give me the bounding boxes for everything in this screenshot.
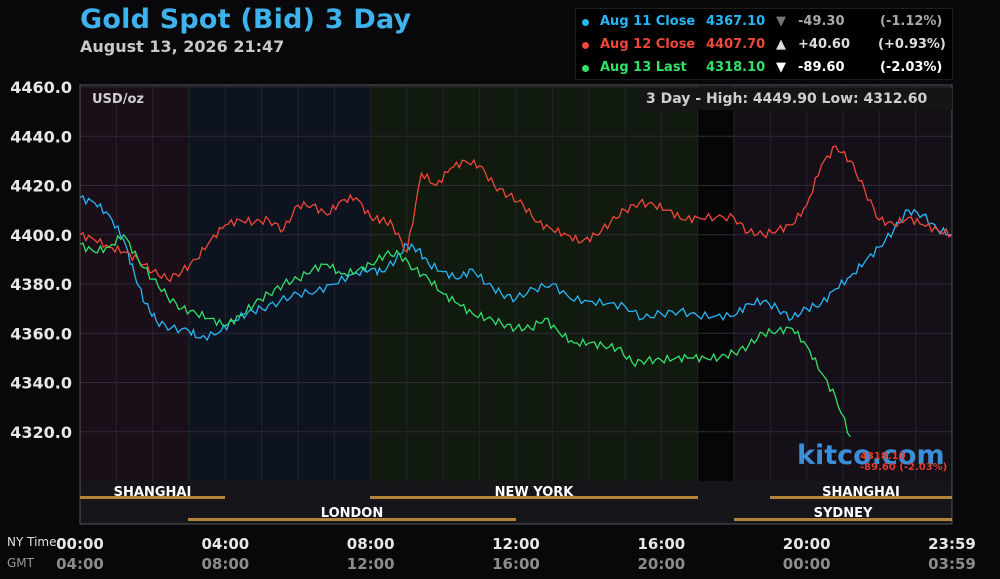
x-tick-label-gmt: 12:00 <box>346 555 395 573</box>
plot-border <box>79 84 953 525</box>
series-line-aug-11 <box>79 194 952 342</box>
ny-time-label: NY Time <box>7 535 57 549</box>
y-tick-label: 4440.0 <box>10 127 72 146</box>
legend-label-aug12: Aug 12 Close <box>600 37 696 52</box>
x-tick-label-gmt: 00:00 <box>782 555 831 573</box>
legend-change-aug13: -89.60 <box>798 60 845 75</box>
series-lines <box>79 145 953 438</box>
y-tick-label: 4420.0 <box>10 177 72 196</box>
series-line-aug-13 <box>79 233 851 438</box>
x-tick-label-gmt: 20:00 <box>637 555 686 573</box>
gmt-label: GMT <box>7 556 34 570</box>
last-price-change: -89.60 (-2.03%) <box>860 462 948 473</box>
market-bar-shanghai-1 <box>80 496 225 499</box>
x-tick-label-ny: 00:00 <box>56 535 104 553</box>
legend-pct-aug11: (-1.12%) <box>880 14 943 29</box>
y-axis: 4460.0 4440.0 4420.0 4400.0 4380.0 4360.0 4340… <box>10 78 72 442</box>
y-tick-label: 4360.0 <box>10 324 72 343</box>
legend: Aug 11 Close 4367.10 ▼ -49.30 (-1.12%) A… <box>575 8 953 80</box>
legend-row-aug13: Aug 13 Last 4318.10 ▼ -89.60 (-2.03%) <box>576 57 952 79</box>
legend-change-aug11: -49.30 <box>798 14 845 29</box>
x-tick-label-ny: 23:59 <box>928 535 976 553</box>
market-bar-shanghai-2 <box>770 496 952 499</box>
chart-timestamp: August 13, 2026 21:47 <box>80 37 285 56</box>
x-tick-label-ny: 08:00 <box>346 535 395 553</box>
legend-value-aug12: 4407.70 <box>706 37 766 52</box>
kitco-logo[interactable]: kitco.com <box>797 440 945 471</box>
x-tick-label-gmt: 08:00 <box>201 555 250 573</box>
market-shanghai-1: SHANGHAI <box>113 485 192 500</box>
y-tick-label: 4400.0 <box>10 226 72 245</box>
legend-dot-aug12 <box>582 42 589 49</box>
series-line-aug-12 <box>79 145 953 283</box>
legend-dot-aug13 <box>582 65 589 72</box>
market-london: LONDON <box>320 506 384 521</box>
down-arrow-icon: ▼ <box>776 60 786 75</box>
y-tick-label: 4380.0 <box>10 275 72 294</box>
grid-lines <box>80 85 952 481</box>
legend-label-aug13: Aug 13 Last <box>600 60 687 75</box>
x-tick-label-gmt: 16:00 <box>492 555 540 573</box>
x-tick-label-ny: 04:00 <box>201 535 250 553</box>
x-tick-label-ny: 16:00 <box>637 535 686 553</box>
market-sydney: SYDNEY <box>813 506 873 521</box>
last-price-value: 4318.10 <box>860 451 906 462</box>
legend-pct-aug13: (-2.03%) <box>880 60 943 75</box>
chart-title: Gold Spot (Bid) 3 Day <box>80 4 412 35</box>
market-bar-sydney <box>734 518 952 521</box>
last-price-label: 4318.10 -89.60 (-2.03%) <box>860 451 947 473</box>
market-new-york: NEW YORK <box>494 485 574 500</box>
x-tick-label-ny: 12:00 <box>492 535 540 553</box>
legend-dot-aug11 <box>582 19 589 26</box>
legend-value-aug13: 4318.10 <box>706 60 766 75</box>
x-tick-label-ny: 20:00 <box>782 535 831 553</box>
market-shanghai-2: SHANGHAI <box>822 485 900 500</box>
high-low-readout: 3 Day - High: 4449.90 Low: 4312.60 <box>640 88 952 110</box>
y-tick-label: 4340.0 <box>10 374 72 393</box>
market-bar-london <box>188 518 516 521</box>
x-tick-label-gmt: 03:59 <box>928 555 976 573</box>
x-tick-label-gmt: 04:00 <box>56 555 104 573</box>
unit-label: USD/oz <box>92 92 144 107</box>
down-arrow-icon: ▼ <box>776 14 786 29</box>
legend-value-aug11: 4367.10 <box>706 14 766 29</box>
market-bar-new-york <box>370 496 698 499</box>
legend-row-aug11: Aug 11 Close 4367.10 ▼ -49.30 (-1.12%) <box>576 11 952 33</box>
legend-pct-aug12: (+0.93%) <box>878 37 946 52</box>
legend-row-aug12: Aug 12 Close 4407.70 ▲ +40.60 (+0.93%) <box>576 34 952 56</box>
y-tick-label: 4460.0 <box>10 78 72 97</box>
up-arrow-icon: ▲ <box>776 37 786 52</box>
legend-change-aug12: +40.60 <box>798 37 851 52</box>
y-tick-label: 4320.0 <box>10 423 72 442</box>
legend-label-aug11: Aug 11 Close <box>600 14 696 29</box>
